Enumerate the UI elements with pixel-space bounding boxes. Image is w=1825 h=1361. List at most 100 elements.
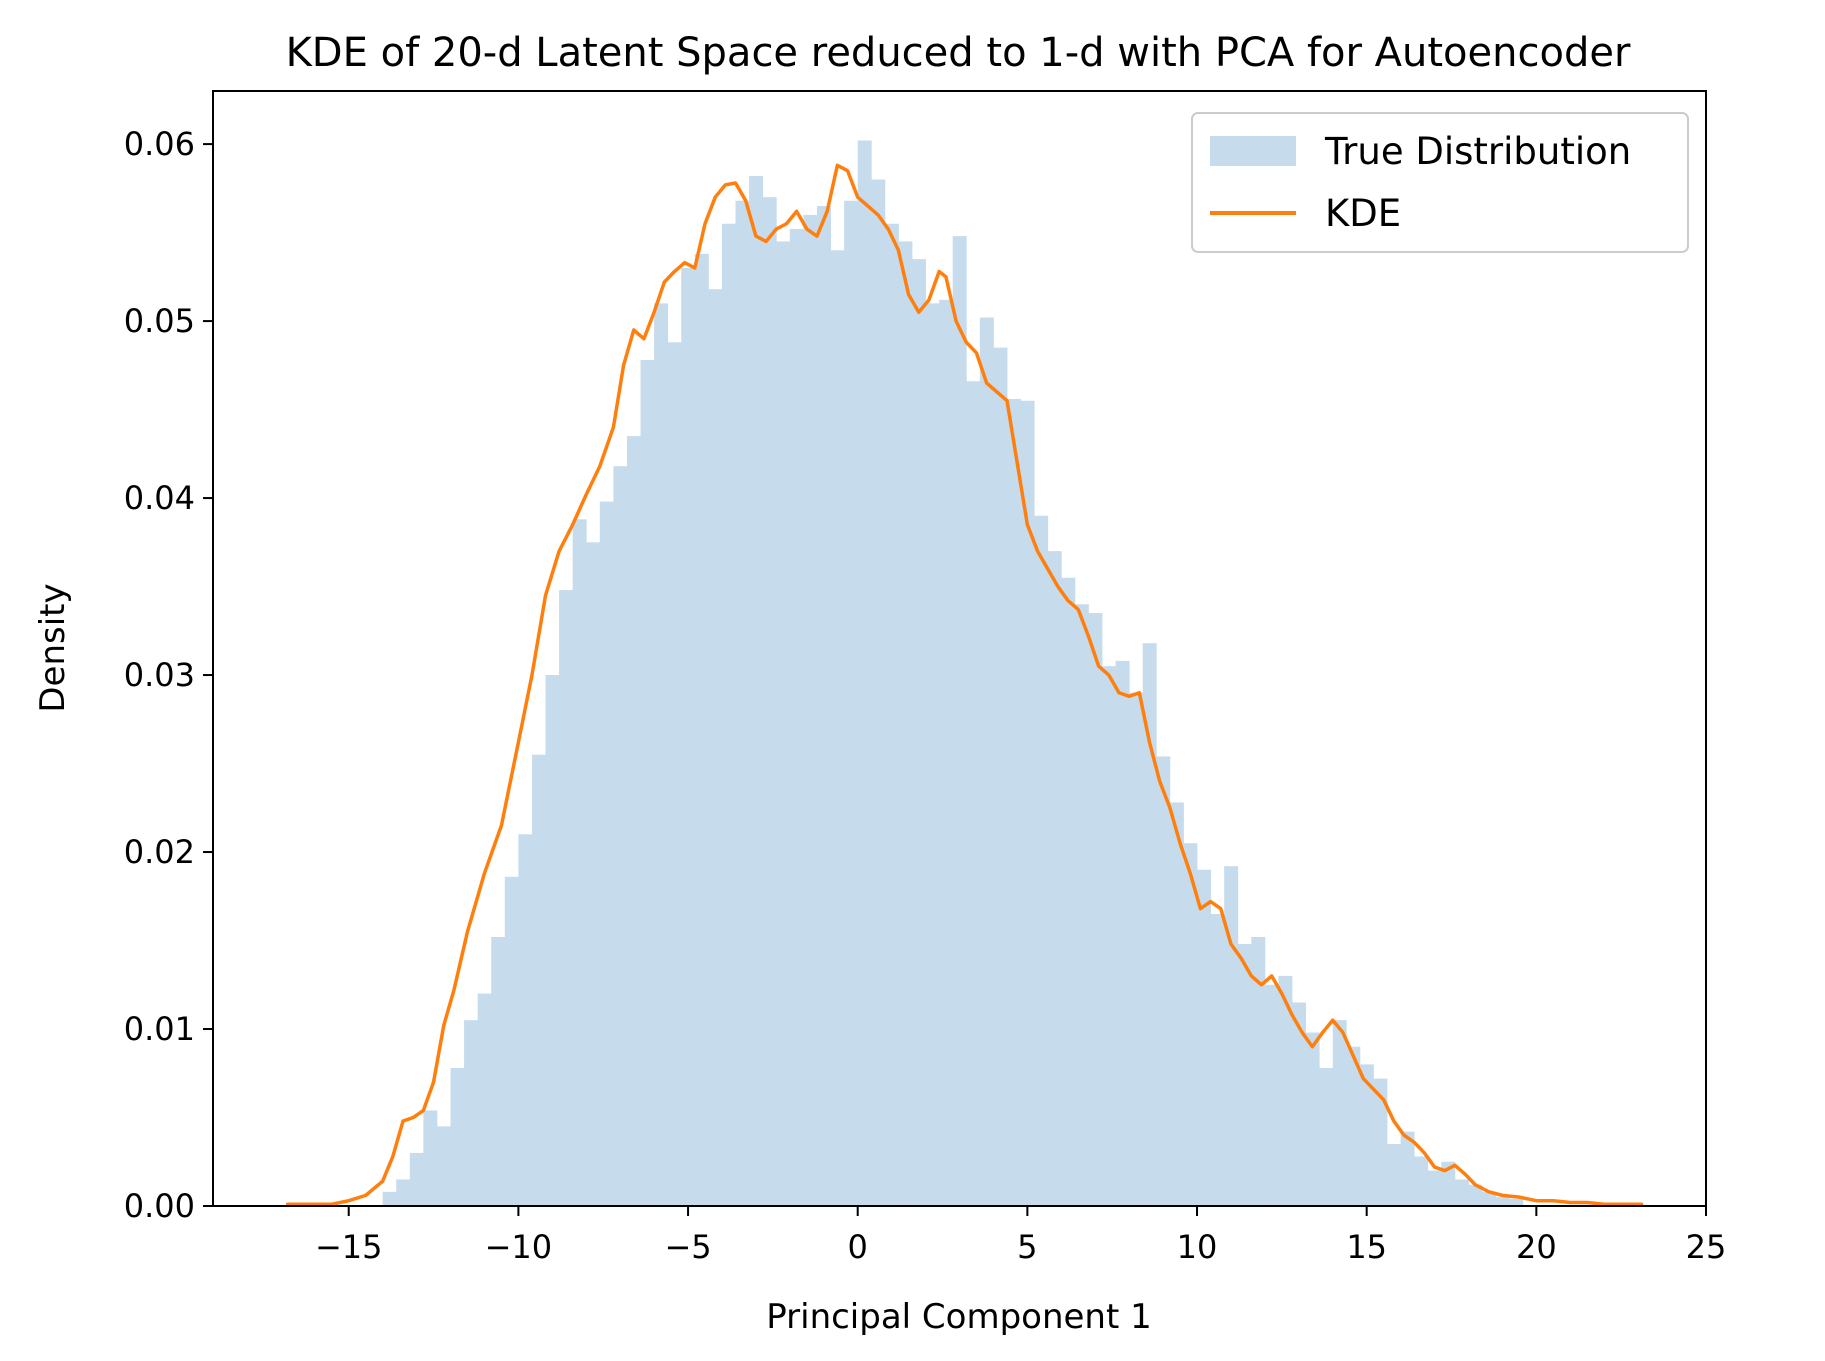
- chart-title: KDE of 20-d Latent Space reduced to 1-d …: [286, 30, 1631, 76]
- histogram-bar: [721, 223, 736, 1207]
- histogram-bar: [1210, 913, 1225, 1206]
- x-tick-label: −10: [485, 1228, 553, 1266]
- histogram-bar: [572, 519, 587, 1206]
- x-tick-label: 20: [1516, 1228, 1557, 1266]
- y-tick-label: 0.06: [124, 125, 195, 163]
- plot-frame: [212, 90, 1707, 1207]
- histogram-bar: [1387, 1144, 1402, 1206]
- histogram-bar: [979, 317, 994, 1206]
- histogram-bar: [1400, 1131, 1415, 1206]
- histogram-bar: [613, 466, 628, 1207]
- y-tick-label: 0.00: [124, 1187, 195, 1225]
- histogram-bar: [735, 200, 750, 1207]
- histogram-bar: [694, 253, 709, 1206]
- histogram-bar: [857, 140, 872, 1206]
- histogram-bar: [776, 241, 791, 1206]
- histogram-bar: [531, 754, 546, 1206]
- y-tick-label: 0.02: [124, 833, 195, 871]
- histogram-bar: [884, 223, 899, 1207]
- histogram-bar: [396, 1179, 411, 1206]
- histogram-bar: [844, 200, 859, 1207]
- histogram-bar: [654, 303, 669, 1206]
- histogram-bar: [1169, 802, 1184, 1206]
- histogram-bar: [762, 197, 777, 1206]
- histogram-bar: [409, 1152, 424, 1206]
- x-tick-label: −15: [315, 1228, 383, 1266]
- y-tick-label: 0.05: [124, 302, 195, 340]
- legend-box: [1191, 112, 1689, 253]
- histogram-bar: [1197, 869, 1211, 1206]
- histogram-bar: [450, 1067, 465, 1206]
- y-axis-label: Density: [33, 583, 73, 712]
- histogram-bar: [1007, 398, 1021, 1206]
- histogram-bar: [1156, 756, 1171, 1206]
- histogram-bar: [898, 241, 913, 1206]
- y-tick-label: 0.03: [124, 656, 195, 694]
- histogram-bar: [816, 206, 831, 1207]
- histogram-bar: [1115, 660, 1130, 1206]
- histogram-bar: [1468, 1184, 1483, 1206]
- histogram-bar: [1359, 1064, 1374, 1206]
- y-tick-label: 0.01: [124, 1010, 195, 1048]
- legend-histogram-swatch: [1210, 136, 1296, 166]
- histogram-bar: [1047, 551, 1062, 1206]
- histogram-bar: [1509, 1198, 1524, 1206]
- x-tick-label: 15: [1346, 1228, 1387, 1266]
- x-tick-label: 0: [848, 1228, 868, 1266]
- histogram-bar: [1278, 975, 1293, 1206]
- histogram-bar: [1020, 400, 1035, 1207]
- histogram-bar: [1373, 1078, 1388, 1206]
- histogram-bar: [1224, 866, 1239, 1206]
- histogram-bar: [545, 675, 560, 1206]
- y-axis-ticks: 0.00 0.01 0.02 0.03 0.04 0.05 0.06: [124, 125, 213, 1225]
- histogram-bar: [1482, 1191, 1497, 1206]
- histogram-bar: [382, 1191, 397, 1206]
- legend-label-kde: KDE: [1325, 192, 1401, 235]
- histogram-bar: [925, 303, 940, 1206]
- histogram-bar: [952, 236, 967, 1206]
- kde-curve: [285, 163, 1644, 1206]
- histogram-bar: [1319, 1067, 1334, 1206]
- histogram-bar: [1183, 843, 1198, 1206]
- x-axis-label: Principal Component 1: [766, 1297, 1152, 1337]
- histogram-bar: [477, 993, 492, 1206]
- histogram-bar: [1292, 1002, 1306, 1206]
- x-axis-ticks: −15 −10 −5 0 5 10 15 20 25: [315, 1206, 1726, 1266]
- histogram-bar: [436, 1126, 451, 1206]
- x-tick-label: −5: [664, 1228, 711, 1266]
- histogram-bar: [939, 299, 954, 1207]
- histogram-bar: [491, 936, 506, 1206]
- histogram-bar: [708, 289, 723, 1207]
- histogram-bar: [912, 259, 926, 1206]
- histogram-bar: [1346, 1046, 1361, 1206]
- histogram-bar: [640, 360, 655, 1206]
- histogram-bar: [1251, 936, 1266, 1206]
- histogram-bar: [803, 214, 818, 1206]
- histogram-bars: [382, 140, 1524, 1207]
- histogram-bar: [1427, 1170, 1442, 1206]
- y-tick-label: 0.04: [124, 479, 195, 517]
- histogram-bar: [1414, 1156, 1429, 1206]
- histogram-bar: [464, 1020, 479, 1206]
- histogram-bar: [504, 876, 519, 1206]
- histogram-bar: [1034, 515, 1049, 1206]
- histogram-bar: [1264, 984, 1279, 1206]
- histogram-bar: [681, 267, 696, 1207]
- histogram-bar: [749, 175, 764, 1207]
- histogram-bar: [518, 834, 533, 1206]
- histogram-bar: [1495, 1197, 1510, 1206]
- legend-label-true-distribution: True Distribution: [1324, 130, 1631, 173]
- histogram-bar: [1129, 692, 1144, 1206]
- histogram-bar: [1074, 604, 1089, 1206]
- histogram-bar: [993, 347, 1008, 1206]
- histogram-bar: [830, 250, 845, 1207]
- histogram-bar: [1142, 643, 1157, 1206]
- histogram-bar: [1061, 577, 1076, 1206]
- histogram-bar: [586, 542, 601, 1206]
- histogram-bar: [667, 342, 682, 1206]
- histogram-bar: [1454, 1179, 1469, 1206]
- legend: True Distribution KDE: [1191, 112, 1689, 253]
- histogram-bar: [789, 229, 804, 1207]
- histogram-bar: [599, 501, 614, 1207]
